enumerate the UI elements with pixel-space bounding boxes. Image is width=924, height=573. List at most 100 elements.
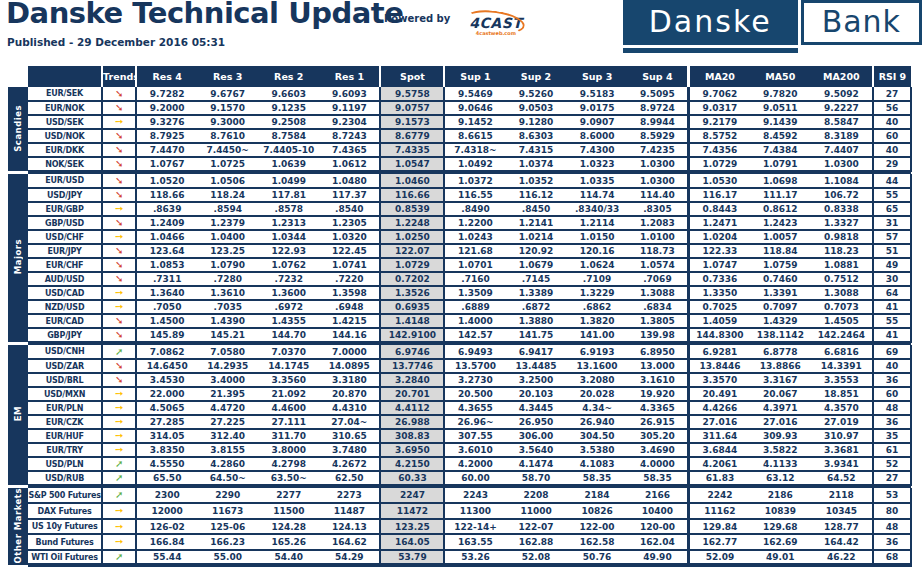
res4-cell: 1.3640 xyxy=(136,286,197,300)
instrument-label: WTI Oil Futures xyxy=(28,550,102,566)
res1-cell: 20.870 xyxy=(319,387,380,401)
res3-cell: 4.4720 xyxy=(197,401,258,415)
sup3-cell: 1.0335 xyxy=(567,174,628,188)
sup4-cell: 10400 xyxy=(628,503,689,518)
sup3-cell: 1.0150 xyxy=(567,230,628,244)
table-row: NOK/SEK➘1.07671.07251.06391.06121.05471.… xyxy=(8,157,911,171)
instrument-label: EUR/TRY xyxy=(28,443,102,457)
res4-cell: 1.2409 xyxy=(136,216,197,230)
ma200-cell: 8.3189 xyxy=(811,129,873,143)
ma20-cell: 3.3570 xyxy=(689,373,750,387)
group-label: Other Markets xyxy=(8,488,28,565)
ma50-cell: 3.3167 xyxy=(750,373,811,387)
res2-cell: 165.26 xyxy=(258,534,319,549)
sup2-cell: 8.6303 xyxy=(506,129,567,143)
instrument-label: EUR/PLN xyxy=(28,401,102,415)
trend-up-icon: ➚ xyxy=(102,345,136,359)
ma20-cell: 0.7025 xyxy=(689,300,750,314)
instrument-label: EUR/CHF xyxy=(28,258,102,272)
ma20-cell: 20.491 xyxy=(689,387,750,401)
sup1-cell: 142.57 xyxy=(444,328,505,342)
instrument-column-header xyxy=(28,66,102,87)
instrument-label: USD/BRL xyxy=(28,373,102,387)
sup4-cell: 139.98 xyxy=(628,328,689,342)
sup2-cell: 7.4315 xyxy=(506,143,567,157)
trend-flat-icon: ➙ xyxy=(102,230,136,244)
ma20-cell: 9.0317 xyxy=(689,101,750,115)
res3-cell: 8.7610 xyxy=(197,129,258,143)
res1-cell: 2273 xyxy=(319,488,380,503)
res1-cell: 3.3180 xyxy=(319,373,380,387)
sup1-cell: .6889 xyxy=(444,300,505,314)
rsi-cell: 57 xyxy=(873,230,911,244)
res2-cell: 1.0499 xyxy=(258,174,319,188)
rsi-cell: 36 xyxy=(873,534,911,549)
ma200-cell: 310.97 xyxy=(811,429,873,443)
spot-cell: 164.05 xyxy=(380,534,444,549)
res4-cell: 1.0853 xyxy=(136,258,197,272)
instrument-label: US 10y Futures xyxy=(28,519,102,534)
sup4-cell: 8.5929 xyxy=(628,129,689,143)
res1-cell: 3.7480 xyxy=(319,443,380,457)
res1-cell: 1.0741 xyxy=(319,258,380,272)
trend-up-icon: ➚ xyxy=(102,488,136,503)
res2-cell: 4.4600 xyxy=(258,401,319,415)
sup3-cell: 1.2114 xyxy=(567,216,628,230)
sup3-cell: 122-00 xyxy=(567,519,628,534)
sup1-cell: .8490 xyxy=(444,202,505,216)
sup2-cell: 1.3880 xyxy=(506,314,567,328)
sup1-cell: 3.6010 xyxy=(444,443,505,457)
sup2-cell: 1.0352 xyxy=(506,174,567,188)
trend-flat-icon: ➙ xyxy=(102,115,136,129)
trend-down-icon: ➘ xyxy=(102,129,136,143)
sup4-cell: 2166 xyxy=(628,488,689,503)
column-header-spot: Spot xyxy=(380,66,444,87)
res3-cell: 64.50~ xyxy=(197,471,258,485)
res2-cell: 63.50~ xyxy=(258,471,319,485)
trend-down-icon: ➘ xyxy=(102,216,136,230)
res3-cell: 1.0725 xyxy=(197,157,258,171)
sup3-cell: 2184 xyxy=(567,488,628,503)
group-label: Scandies xyxy=(8,87,28,171)
ma50-cell: 63.12 xyxy=(750,471,811,485)
spot-cell: 4.4112 xyxy=(380,401,444,415)
ma50-cell: 0.7460 xyxy=(750,272,811,286)
sup3-cell: 20.028 xyxy=(567,387,628,401)
table-row: ScandiesEUR/SEK➘9.72829.67679.66039.6093… xyxy=(8,87,911,101)
rsi-cell: 60 xyxy=(873,129,911,143)
res1-cell: 117.37 xyxy=(319,188,380,202)
ma50-cell: 1.0759 xyxy=(750,258,811,272)
column-header-ma20: MA20 xyxy=(689,66,750,87)
ma200-cell: 8.5847 xyxy=(811,115,873,129)
rsi-cell: 48 xyxy=(873,401,911,415)
sup1-cell: 3.2730 xyxy=(444,373,505,387)
table-row: USD/BRL➘3.45303.40003.35603.31803.28403.… xyxy=(8,373,911,387)
ma200-cell: 14.3391 xyxy=(811,359,873,373)
sup4-cell: 1.3805 xyxy=(628,314,689,328)
sup4-cell: 7.4235 xyxy=(628,143,689,157)
column-header-ma200: MA200 xyxy=(811,66,873,87)
ma50-cell: 1.0791 xyxy=(750,157,811,171)
ma20-cell: 4.2061 xyxy=(689,457,750,471)
column-header-trends: Trends xyxy=(102,66,136,87)
group-label: Majors xyxy=(8,174,28,342)
res2-cell: 11500 xyxy=(258,503,319,518)
rsi-cell: 36 xyxy=(873,373,911,387)
res1-cell: 27.04~ xyxy=(319,415,380,429)
sup4-cell: 4.3365 xyxy=(628,401,689,415)
sup1-cell: 9.5469 xyxy=(444,87,505,101)
ma200-cell: 164.42 xyxy=(811,534,873,549)
res1-cell: .8540 xyxy=(319,202,380,216)
page-title: Danske Technical Update xyxy=(6,0,403,30)
table-row: EUR/CHF➘1.08531.07901.07621.07411.07291.… xyxy=(8,258,911,272)
ma50-cell: 6.8778 xyxy=(750,345,811,359)
rsi-cell: 61 xyxy=(873,443,911,457)
ma200-cell: 2118 xyxy=(811,488,873,503)
ma50-cell: 3.5822 xyxy=(750,443,811,457)
table-row: GBP/USD➘1.24091.23791.23131.23051.22481.… xyxy=(8,216,911,230)
spot-cell: 0.7202 xyxy=(380,272,444,286)
ma200-cell: 106.72 xyxy=(811,188,873,202)
ma20-cell: 0.8443 xyxy=(689,202,750,216)
sup3-cell: 114.74 xyxy=(567,188,628,202)
ma200-cell: 64.52 xyxy=(811,471,873,485)
